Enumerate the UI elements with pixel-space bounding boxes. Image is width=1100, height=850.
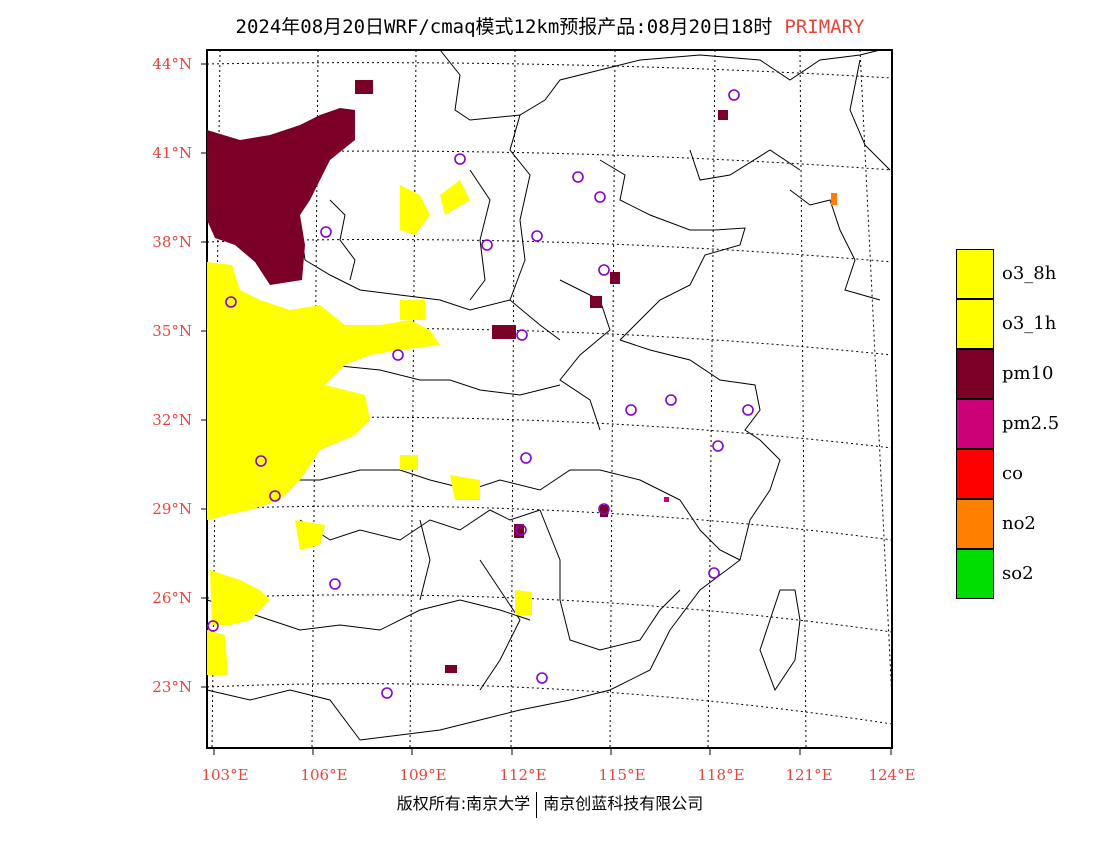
lat-label-26n: 26°N xyxy=(152,589,192,607)
legend-swatch xyxy=(956,249,994,299)
station-markers xyxy=(207,89,754,699)
map-title: 2024年08月20日WRF/cmaq模式12km预报产品:08月20日18时 P… xyxy=(0,12,1100,39)
legend-label: o3_1h xyxy=(1002,313,1057,334)
station-marker xyxy=(320,226,332,238)
legend-swatch xyxy=(956,349,994,399)
legend-swatch xyxy=(956,499,994,549)
station-marker xyxy=(728,89,740,101)
lon-label-121e: 121°E xyxy=(785,766,833,784)
pm10-areas xyxy=(207,80,728,673)
station-marker xyxy=(481,239,493,251)
footer-separator xyxy=(536,791,538,818)
copyright-left: 版权所有:南京大学 xyxy=(396,794,531,813)
primary-tag: PRIMARY xyxy=(784,16,865,38)
station-marker xyxy=(515,524,527,536)
province-boundaries xyxy=(206,49,891,741)
lon-label-115e: 115°E xyxy=(598,766,646,784)
station-marker xyxy=(381,687,393,699)
station-marker xyxy=(454,153,466,165)
station-marker xyxy=(392,349,404,361)
legend-item-pm25: pm2.5 xyxy=(956,399,1096,449)
legend-swatch xyxy=(956,399,994,449)
station-marker xyxy=(594,191,606,203)
station-marker xyxy=(269,490,281,502)
axis-ticks xyxy=(201,63,892,755)
legend-item-o3-8h: o3_8h xyxy=(956,249,1096,299)
lon-label-103e: 103°E xyxy=(201,766,249,784)
lat-label-23n: 23°N xyxy=(152,678,192,696)
legend-item-pm10: pm10 xyxy=(956,349,1096,399)
o3-areas xyxy=(207,180,532,675)
station-marker xyxy=(742,404,754,416)
legend-label: so2 xyxy=(1002,563,1034,584)
lon-label-118e: 118°E xyxy=(697,766,745,784)
copyright-footer: 版权所有:南京大学 南京创蓝科技有限公司 xyxy=(0,790,1100,818)
lon-label-124e: 124°E xyxy=(868,766,916,784)
lat-label-41n: 41°N xyxy=(152,144,192,162)
lat-label-35n: 35°N xyxy=(152,322,192,340)
lat-label-38n: 38°N xyxy=(152,233,192,251)
legend-swatch xyxy=(956,299,994,349)
legend-swatch xyxy=(956,449,994,499)
station-marker xyxy=(625,404,637,416)
legend-item-so2: so2 xyxy=(956,549,1096,599)
legend-label: o3_8h xyxy=(1002,263,1057,284)
legend-label: co xyxy=(1002,463,1023,484)
lat-label-32n: 32°N xyxy=(152,411,192,429)
legend-item-o3-1h: o3_1h xyxy=(956,299,1096,349)
pm25-spot xyxy=(664,497,669,502)
station-marker xyxy=(708,567,720,579)
station-marker xyxy=(520,452,532,464)
lon-label-112e: 112°E xyxy=(499,766,547,784)
legend-item-no2: no2 xyxy=(956,499,1096,549)
station-marker xyxy=(598,264,610,276)
copyright-right: 南京创蓝科技有限公司 xyxy=(543,794,704,813)
title-text: 2024年08月20日WRF/cmaq模式12km预报产品:08月20日18时 xyxy=(235,16,773,38)
legend-label: no2 xyxy=(1002,513,1036,534)
lat-label-29n: 29°N xyxy=(152,500,192,518)
lon-label-106e: 106°E xyxy=(300,766,348,784)
legend-swatch xyxy=(956,549,994,599)
station-marker xyxy=(712,440,724,452)
legend-item-co: co xyxy=(956,449,1096,499)
station-marker xyxy=(598,503,610,515)
station-marker xyxy=(572,171,584,183)
station-marker xyxy=(329,578,341,590)
station-marker xyxy=(531,230,543,242)
no2-area xyxy=(831,193,837,205)
station-marker xyxy=(516,329,528,341)
station-marker xyxy=(536,672,548,684)
lon-label-109e: 109°E xyxy=(399,766,447,784)
legend-label: pm10 xyxy=(1002,363,1054,384)
lat-label-44n: 44°N xyxy=(152,55,192,73)
station-marker xyxy=(665,394,677,406)
station-marker xyxy=(255,455,267,467)
legend-label: pm2.5 xyxy=(1002,413,1060,434)
station-marker xyxy=(207,620,219,632)
station-marker xyxy=(225,296,237,308)
